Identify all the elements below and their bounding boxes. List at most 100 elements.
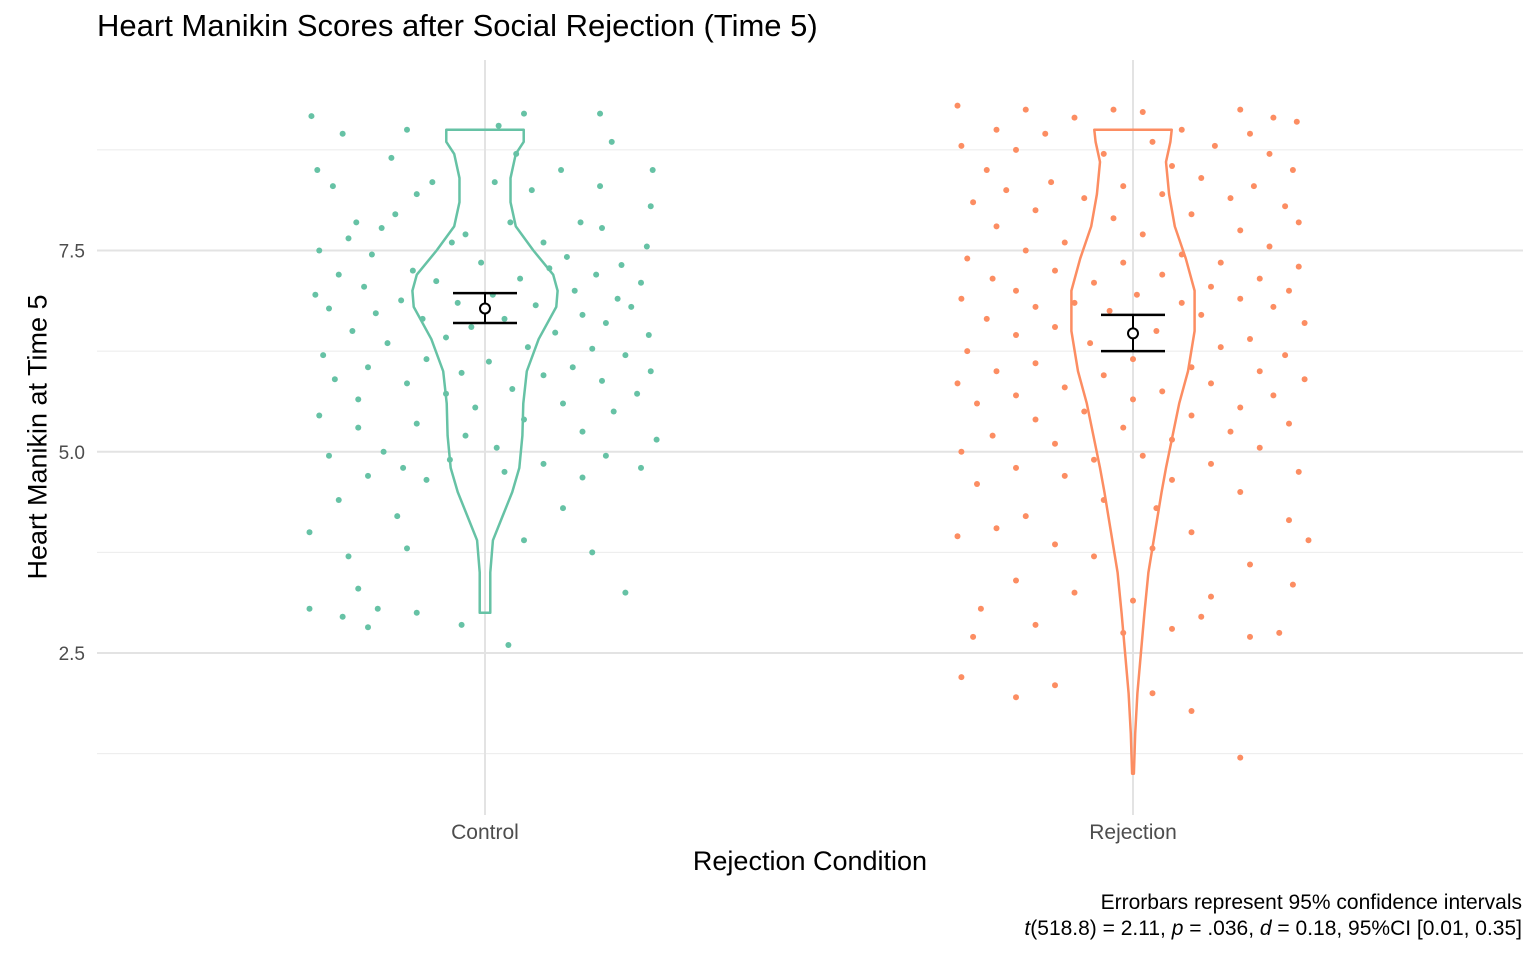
data-point bbox=[579, 311, 586, 318]
data-point bbox=[316, 412, 323, 419]
data-point bbox=[1120, 259, 1127, 266]
data-point bbox=[532, 302, 539, 309]
data-point bbox=[1301, 376, 1308, 383]
data-point bbox=[1256, 444, 1263, 451]
data-point bbox=[433, 278, 440, 285]
y-tick-label: 5.0 bbox=[59, 443, 85, 464]
data-point bbox=[610, 408, 617, 415]
data-point bbox=[577, 219, 584, 226]
data-point bbox=[1052, 541, 1058, 548]
data-point bbox=[1013, 392, 1019, 399]
data-point bbox=[1106, 307, 1113, 314]
data-point bbox=[1293, 118, 1300, 125]
data-point bbox=[353, 219, 360, 226]
data-point bbox=[1032, 360, 1039, 367]
data-point bbox=[1247, 561, 1253, 568]
data-point bbox=[1139, 452, 1146, 459]
data-point bbox=[560, 505, 566, 512]
data-point bbox=[1208, 380, 1214, 387]
jitter-points bbox=[306, 110, 660, 648]
data-point bbox=[1022, 513, 1029, 520]
data-point bbox=[1237, 227, 1244, 234]
data-point bbox=[316, 247, 323, 254]
data-point bbox=[339, 613, 346, 620]
data-point bbox=[983, 315, 990, 322]
data-point bbox=[1188, 529, 1195, 536]
data-point bbox=[977, 605, 984, 612]
data-point bbox=[1081, 408, 1088, 415]
data-point bbox=[1091, 456, 1097, 463]
data-point bbox=[308, 113, 315, 120]
data-point bbox=[394, 513, 401, 520]
data-point bbox=[485, 358, 492, 365]
data-point bbox=[1159, 388, 1166, 395]
data-point bbox=[478, 259, 485, 266]
data-point bbox=[628, 303, 635, 310]
data-point bbox=[320, 352, 327, 359]
data-point bbox=[314, 167, 321, 173]
data-point bbox=[1022, 247, 1029, 254]
data-point bbox=[1295, 468, 1302, 475]
violin-outline bbox=[411, 128, 559, 614]
data-point bbox=[326, 305, 332, 312]
data-point bbox=[365, 624, 371, 631]
data-point bbox=[521, 110, 527, 117]
data-point bbox=[1276, 629, 1283, 636]
data-point bbox=[599, 377, 605, 384]
data-point bbox=[1061, 384, 1068, 391]
caption-d-value: = 0.18, 95%CI [0.01, 0.35] bbox=[1271, 917, 1522, 940]
data-point bbox=[1032, 416, 1039, 423]
data-point bbox=[1071, 114, 1078, 121]
data-point bbox=[1032, 207, 1039, 214]
data-point bbox=[622, 589, 629, 596]
data-point bbox=[1188, 412, 1195, 419]
caption-p-value: = .036, bbox=[1183, 917, 1260, 940]
data-point bbox=[1052, 267, 1058, 274]
data-point bbox=[384, 340, 391, 347]
data-point bbox=[1208, 593, 1214, 600]
data-point bbox=[1120, 424, 1127, 431]
caption-d-symbol: d bbox=[1259, 917, 1272, 940]
data-point bbox=[400, 464, 407, 471]
data-point bbox=[1013, 464, 1019, 471]
data-point bbox=[958, 295, 965, 302]
data-point bbox=[1208, 460, 1214, 467]
data-point bbox=[413, 609, 420, 616]
data-point bbox=[1169, 625, 1175, 632]
data-point bbox=[552, 329, 559, 336]
data-point bbox=[647, 368, 654, 375]
data-point bbox=[1153, 328, 1160, 334]
data-point bbox=[1295, 263, 1302, 270]
data-point bbox=[521, 537, 527, 544]
data-point bbox=[1270, 392, 1277, 399]
data-point bbox=[1198, 311, 1205, 318]
data-point bbox=[1188, 211, 1195, 218]
data-point bbox=[388, 154, 395, 161]
data-point bbox=[1286, 517, 1292, 524]
y-tick-label: 2.5 bbox=[59, 644, 85, 665]
data-point bbox=[528, 187, 535, 194]
data-point bbox=[958, 142, 965, 149]
data-point bbox=[1159, 271, 1166, 278]
data-point bbox=[1133, 291, 1140, 298]
data-point bbox=[1169, 476, 1175, 483]
violin-outline bbox=[1070, 128, 1196, 775]
error-bar bbox=[453, 291, 517, 325]
data-point bbox=[1188, 707, 1195, 714]
caption-line-2: t(518.8) = 2.11, p = .036, d = 0.18, 95%… bbox=[1024, 916, 1522, 942]
data-point bbox=[1071, 299, 1078, 306]
data-point bbox=[1120, 183, 1127, 190]
data-point bbox=[622, 352, 629, 359]
data-point bbox=[1149, 690, 1156, 697]
error-bar bbox=[1101, 313, 1165, 353]
y-tick-label: 7.5 bbox=[59, 242, 85, 263]
data-point bbox=[589, 549, 596, 556]
data-point bbox=[989, 275, 996, 282]
data-point bbox=[993, 368, 1000, 375]
data-point bbox=[1061, 239, 1068, 246]
data-point bbox=[524, 344, 531, 351]
data-point bbox=[1211, 142, 1218, 149]
data-point bbox=[1149, 138, 1156, 145]
data-point bbox=[970, 633, 977, 640]
data-point bbox=[423, 476, 430, 483]
